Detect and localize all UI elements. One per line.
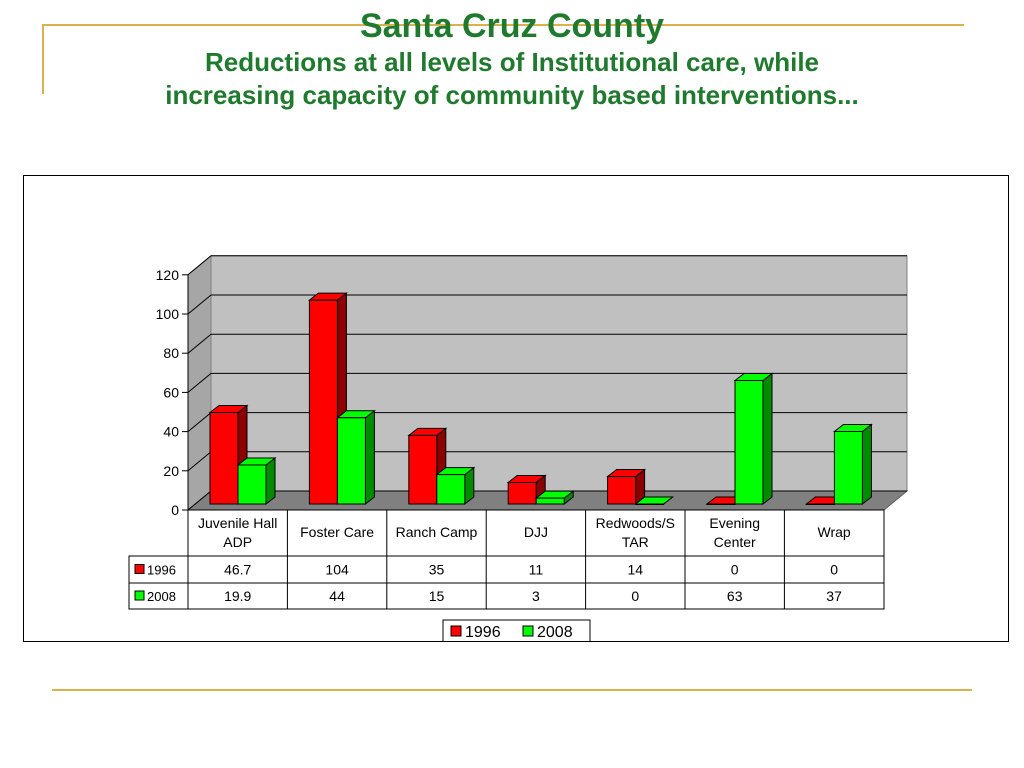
bar-2008 — [833, 430, 863, 505]
bar-2008 — [635, 503, 665, 505]
data-value-label: 14 — [628, 562, 644, 578]
y-tick-label: 0 — [171, 502, 179, 518]
decorative-bottom-line — [52, 689, 972, 691]
gridline-side — [187, 490, 212, 511]
data-value-label: 0 — [731, 562, 739, 578]
y-tick-label: 80 — [163, 345, 179, 361]
chart-frame: 0 20 40 60 80 100 120 Juvenile Hall ADP Foster Ca… — [23, 175, 1009, 642]
data-value-label: 63 — [727, 588, 743, 604]
y-tick-label: 40 — [163, 424, 179, 440]
legend-swatch-2008 — [522, 625, 534, 637]
gridline-side — [187, 255, 212, 276]
category-label: Ranch Camp — [396, 524, 478, 540]
category-label: Wrap — [817, 524, 850, 540]
bar-1996 — [308, 299, 338, 505]
series-row-label: 1996 — [147, 563, 176, 578]
bar-1996 — [706, 503, 736, 505]
gridline-side — [187, 451, 212, 472]
data-value-label: 0 — [631, 588, 639, 604]
bar-side-2008 — [364, 409, 375, 506]
bar-2008 — [734, 380, 764, 505]
category-label: Juvenile Hall — [198, 515, 277, 531]
bar-side-2008 — [265, 456, 276, 506]
bar-side-2008 — [762, 372, 773, 506]
bar-2008 — [336, 417, 366, 505]
category-label: Center — [714, 534, 756, 550]
category-label: DJJ — [524, 524, 548, 540]
series-row-label: 2008 — [147, 589, 176, 604]
category-label: Foster Care — [300, 524, 374, 540]
gridline-side — [187, 412, 212, 432]
series-swatch-2008 — [134, 590, 145, 601]
data-table-body — [187, 509, 885, 610]
data-value-label: 0 — [830, 562, 838, 578]
bar-1996 — [507, 481, 537, 505]
data-value-label: 11 — [529, 562, 544, 578]
slide-subtitle-line-1: Reductions at all levels of Institutiona… — [204, 47, 820, 77]
legend-box — [442, 619, 591, 641]
data-value-label: 35 — [429, 562, 445, 578]
bar-1996 — [805, 503, 835, 505]
data-value-label: 44 — [329, 588, 345, 604]
legend-swatch-1996 — [450, 625, 462, 637]
slide-title: Santa Cruz County — [359, 7, 665, 45]
data-value-label: 37 — [826, 588, 842, 604]
legend-label: 2008 — [537, 624, 573, 641]
bar-2008 — [436, 474, 466, 505]
bar-2008 — [535, 497, 565, 505]
data-value-label: 104 — [325, 562, 349, 578]
title-block: Santa Cruz County Reductions at all leve… — [0, 6, 1024, 112]
gridline-side — [187, 333, 212, 354]
category-label: TAR — [622, 534, 649, 550]
bar-1996 — [408, 434, 438, 505]
data-value-label: 15 — [429, 588, 445, 604]
bar-side-2008 — [861, 423, 872, 506]
slide-subtitle-line-2: increasing capacity of community based i… — [165, 80, 859, 110]
legend-label: 1996 — [465, 624, 501, 641]
category-label: Evening — [709, 515, 760, 531]
gridline-side — [187, 294, 212, 315]
y-tick-label: 60 — [163, 384, 179, 400]
bar-chart: 0 20 40 60 80 100 120 Juvenile Hall ADP Foster Ca… — [128, 254, 909, 641]
gridline-side — [187, 373, 212, 393]
series-swatch-1996 — [134, 564, 145, 574]
decorative-top-line — [42, 24, 964, 26]
bar-1996 — [607, 476, 637, 505]
data-value-label: 46.7 — [224, 562, 251, 578]
category-label: ADP — [223, 534, 252, 550]
data-value-label: 3 — [532, 588, 540, 604]
data-value-label: 19.9 — [224, 588, 251, 604]
y-tick-label: 120 — [156, 267, 180, 283]
bar-2008 — [237, 464, 267, 505]
y-tick-label: 20 — [163, 463, 179, 479]
category-label: Redwoods/S — [596, 515, 675, 531]
bar-1996 — [209, 411, 239, 505]
decorative-left-line — [42, 24, 44, 94]
y-tick-label: 100 — [156, 306, 180, 322]
